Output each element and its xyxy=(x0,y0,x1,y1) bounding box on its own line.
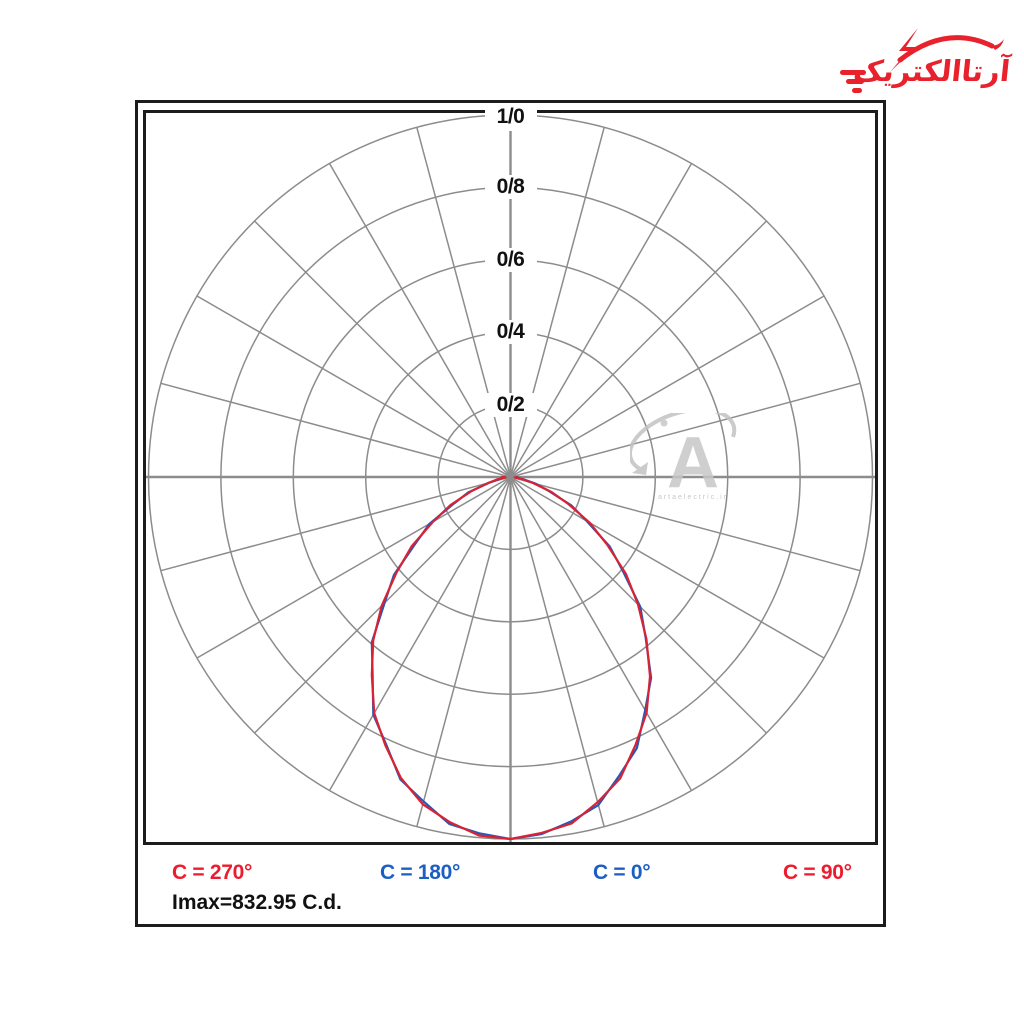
radial-tick-label: 1/0 xyxy=(484,103,537,131)
polar-spoke xyxy=(196,295,511,478)
watermark-dot xyxy=(660,419,668,427)
plane-label-c90: C = 90° xyxy=(783,861,852,884)
polar-spoke xyxy=(160,382,511,478)
polar-spoke xyxy=(509,163,693,478)
intensity-curve-c90-c270 xyxy=(370,475,652,841)
polar-chart-area xyxy=(143,110,878,845)
polar-spoke xyxy=(416,127,512,478)
polar-spoke xyxy=(509,476,693,791)
watermark-logo: A artaelectric.ir xyxy=(628,407,760,505)
plane-label-c180: C = 180° xyxy=(380,861,461,884)
radial-tick-label: 0/6 xyxy=(484,247,537,272)
polar-spoke xyxy=(509,476,605,827)
polar-spoke xyxy=(328,163,512,478)
logo-swoosh xyxy=(890,28,1004,72)
logo-arc xyxy=(897,35,995,63)
watermark-swoosh xyxy=(628,407,737,471)
watermark-arrow-icon xyxy=(632,462,648,475)
logo-speed-line xyxy=(846,79,864,84)
polar-spoke xyxy=(328,476,512,791)
polar-spoke xyxy=(509,127,605,478)
imax-value: Imax=832.95 C.d. xyxy=(172,891,342,914)
logo-arc-tail xyxy=(992,39,1004,50)
logo-brand-text: آرتاالکتریک xyxy=(851,54,1012,88)
watermark-letter: A xyxy=(667,423,719,503)
radial-tick-label: 0/2 xyxy=(484,392,537,417)
polar-spoke xyxy=(416,476,512,827)
polar-spoke xyxy=(510,382,861,478)
polar-spoke xyxy=(510,476,861,572)
polar-spoke xyxy=(253,220,512,478)
polar-spoke xyxy=(196,476,511,659)
logo-speed-line xyxy=(840,70,866,75)
polar-spoke xyxy=(510,295,825,478)
watermark-caption: artaelectric.ir xyxy=(658,494,728,501)
brand-logo: آرتاالکتریک xyxy=(838,18,1020,106)
radial-tick-label: 0/8 xyxy=(484,175,537,200)
logo-speed-line xyxy=(852,88,862,93)
plane-label-c270: C = 270° xyxy=(172,861,253,884)
polar-spoke xyxy=(509,220,768,478)
polar-spoke xyxy=(510,476,825,659)
plane-label-c0: C = 0° xyxy=(593,861,651,884)
polar-spoke xyxy=(160,476,511,572)
lightning-bolt-icon xyxy=(890,28,918,72)
polar-grid xyxy=(146,113,875,842)
radial-tick-label: 0/4 xyxy=(484,320,537,345)
